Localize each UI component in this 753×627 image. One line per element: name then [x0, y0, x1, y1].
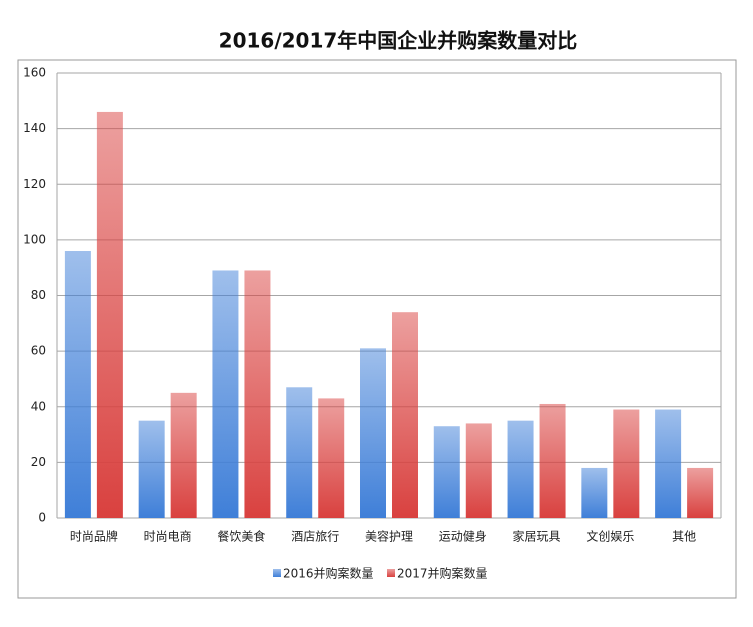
bar: [433, 426, 460, 518]
y-tick-label: 20: [31, 455, 46, 469]
x-tick-label: 运动健身: [439, 529, 487, 544]
bar: [170, 392, 197, 518]
bar: [539, 403, 566, 518]
bar: [96, 111, 123, 518]
y-tick-label: 40: [31, 399, 46, 413]
bar: [318, 398, 345, 518]
x-tick-label: 餐饮美食: [217, 529, 265, 544]
legend-label: 2017并购案数量: [397, 566, 488, 581]
bar: [687, 467, 714, 518]
bar: [138, 420, 165, 518]
legend-label: 2016并购案数量: [283, 566, 374, 581]
bar: [465, 423, 492, 518]
bar: [392, 312, 418, 518]
legend-swatch: [387, 569, 395, 577]
chart-title: 2016/2017年中国企业并购案数量对比: [219, 29, 578, 53]
y-tick-label: 140: [23, 121, 46, 135]
bar: [244, 270, 271, 518]
x-tick-label: 美容护理: [365, 529, 413, 544]
y-tick-label: 60: [31, 344, 46, 358]
bar: [360, 348, 386, 518]
y-tick-label: 0: [38, 511, 46, 525]
bar: [507, 420, 534, 518]
bar: [613, 409, 640, 518]
bar: [581, 467, 608, 518]
bar: [212, 270, 239, 518]
bar: [64, 251, 91, 518]
y-tick-label: 100: [23, 232, 46, 246]
x-tick-label: 时尚品牌: [70, 530, 118, 544]
x-tick-label: 家居玩具: [513, 529, 561, 544]
x-tick-label: 时尚电商: [144, 529, 192, 544]
y-tick-label: 80: [31, 288, 46, 302]
x-tick-label: 文创娱乐: [586, 529, 634, 544]
y-tick-label: 160: [23, 66, 46, 80]
chart-frame: [17, 59, 737, 599]
bar: [286, 387, 313, 518]
legend-swatch: [273, 569, 281, 577]
x-tick-label: 其他: [672, 530, 696, 544]
bar: [655, 409, 682, 518]
x-tick-label: 酒店旅行: [291, 530, 339, 544]
y-tick-label: 120: [23, 177, 46, 191]
